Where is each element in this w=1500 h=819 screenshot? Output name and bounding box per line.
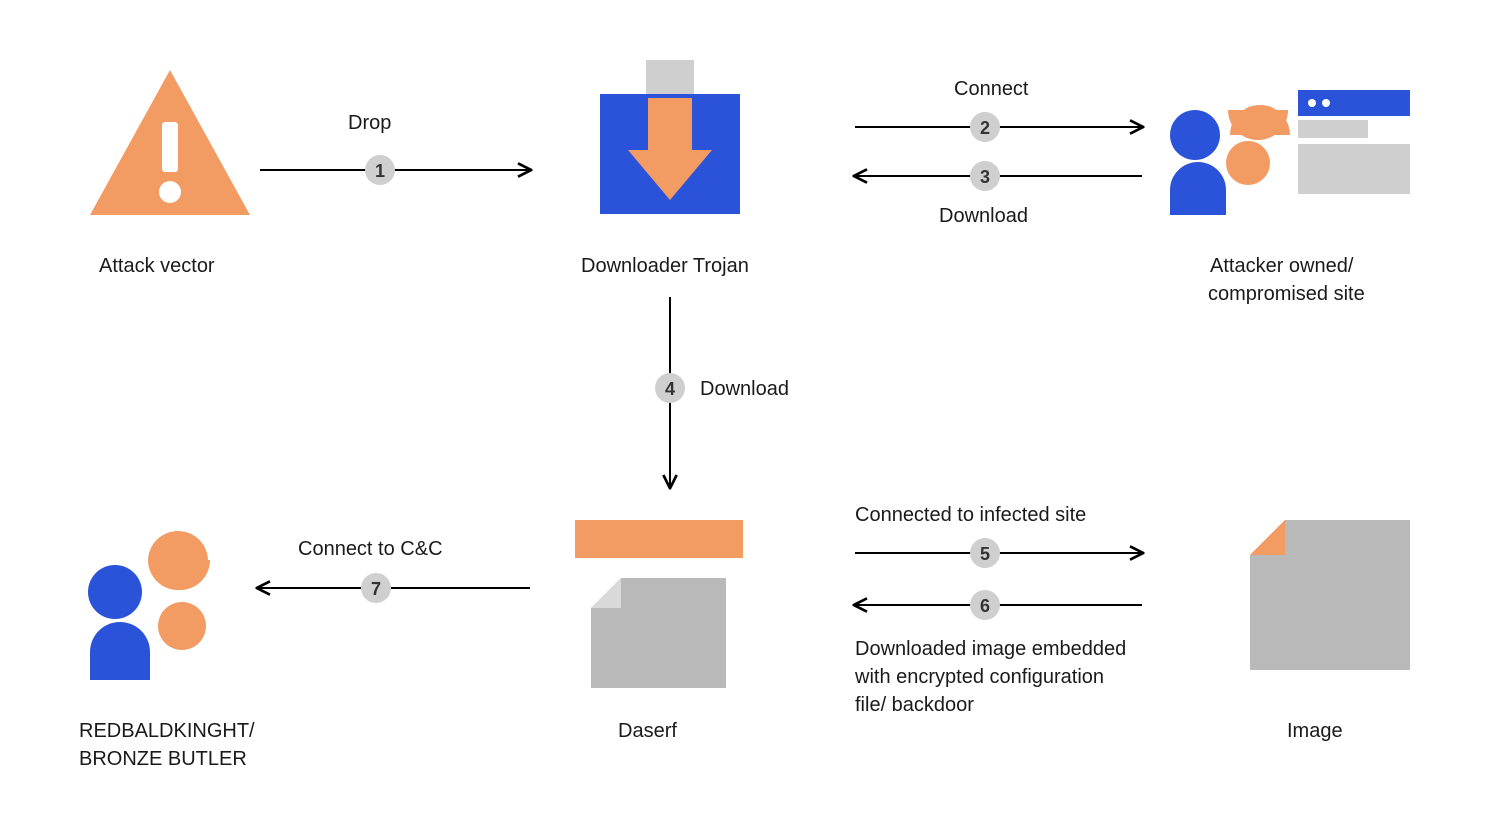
edge-2-label: Connect [954, 78, 1029, 101]
edge-5-label: Connected to infected site [855, 504, 1086, 527]
step-number-1: 1 [375, 161, 385, 181]
redbaldknight-label-1: REDBALDKINGHT/ [79, 718, 255, 744]
attacker-site-label-1: Attacker owned/ [1210, 253, 1353, 279]
edge-6-label-2: with encrypted configuration [855, 666, 1104, 689]
diagram-stage: { "canvas": { "width": 1500, "height": 8… [0, 0, 1500, 819]
diagram-canvas: 1 2 3 4 5 6 7 [0, 0, 1500, 819]
daserf-label: Daserf [618, 718, 677, 744]
edge-3: 3 [855, 161, 1142, 191]
attack-vector-icon [90, 70, 250, 215]
attacker-site-label-2: compromised site [1208, 281, 1365, 307]
edge-7-label: Connect to C&C [298, 538, 443, 561]
redbaldknight-label-2: BRONZE BUTLER [79, 746, 247, 772]
step-number-5: 5 [980, 544, 990, 564]
redbaldknight-icon [88, 531, 210, 680]
image-file-icon [1250, 520, 1410, 670]
attacker-site-icon [1170, 90, 1410, 215]
edge-1: 1 [260, 155, 530, 185]
step-number-3: 3 [980, 167, 990, 187]
image-label: Image [1287, 718, 1343, 744]
edge-4-label: Download [700, 378, 789, 401]
edge-3-label: Download [939, 205, 1028, 228]
step-number-7: 7 [371, 579, 381, 599]
downloader-trojan-icon [600, 60, 740, 214]
attack-vector-label: Attack vector [99, 253, 215, 279]
daserf-icon [575, 520, 743, 688]
step-number-4: 4 [665, 379, 675, 399]
step-number-6: 6 [980, 596, 990, 616]
edge-6-label-1: Downloaded image embedded [855, 638, 1126, 661]
edge-6-label-3: file/ backdoor [855, 694, 974, 717]
edge-1-label: Drop [348, 112, 391, 135]
edge-2: 2 [855, 112, 1142, 142]
downloader-trojan-label: Downloader Trojan [581, 253, 749, 279]
edge-5: 5 [855, 538, 1142, 568]
edge-4: 4 [655, 297, 685, 487]
step-number-2: 2 [980, 118, 990, 138]
edge-6: 6 [855, 590, 1142, 620]
edge-7: 7 [258, 573, 530, 603]
